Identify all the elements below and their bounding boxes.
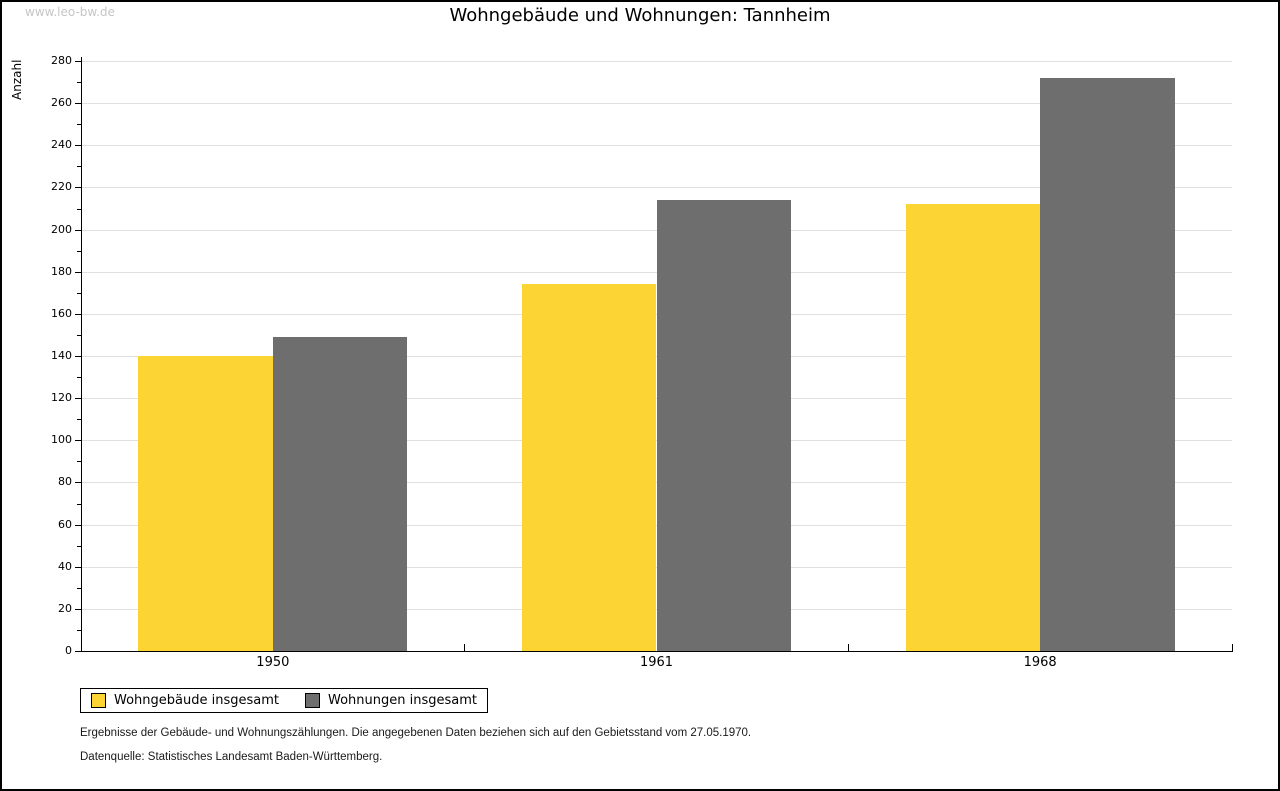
y-tick-label-240: 240 bbox=[51, 138, 72, 152]
y-minor-tick-10 bbox=[77, 629, 81, 631]
y-minor-tick-250 bbox=[77, 124, 81, 126]
bar-1961-wohngebaeude bbox=[521, 284, 657, 651]
y-minor-tick-50 bbox=[77, 545, 81, 547]
y-tick-label-200: 200 bbox=[51, 222, 72, 236]
footer-source: Datenquelle: Statistisches Landesamt Bad… bbox=[80, 751, 383, 763]
legend: Wohngebäude insgesamt Wohnungen insgesam… bbox=[80, 688, 488, 713]
y-minor-tick-130 bbox=[77, 377, 81, 379]
y-tick-20 bbox=[75, 608, 81, 610]
y-tick-label-180: 180 bbox=[51, 264, 72, 278]
bar-1968-wohngebaeude bbox=[905, 204, 1041, 651]
bar-1950-wohnungen bbox=[272, 337, 408, 651]
gridline-240 bbox=[82, 145, 1232, 147]
x-axis-line bbox=[81, 651, 1233, 652]
y-minor-tick-90 bbox=[77, 461, 81, 463]
y-tick-label-260: 260 bbox=[51, 96, 72, 110]
y-minor-tick-70 bbox=[77, 503, 81, 505]
y-tick-80 bbox=[75, 482, 81, 484]
y-tick-label-220: 220 bbox=[51, 180, 72, 194]
gridline-260 bbox=[82, 103, 1232, 105]
chart-title: Wohngebäude und Wohnungen: Tannheim bbox=[449, 5, 831, 26]
y-tick-220 bbox=[75, 187, 81, 189]
y-tick-40 bbox=[75, 566, 81, 568]
x-tick-label-1968: 1968 bbox=[1023, 655, 1057, 670]
y-tick-label-160: 160 bbox=[51, 306, 72, 320]
y-tick-label-80: 80 bbox=[58, 475, 72, 489]
y-minor-tick-30 bbox=[77, 587, 81, 589]
y-tick-240 bbox=[75, 145, 81, 147]
x-tick-label-1961: 1961 bbox=[639, 655, 674, 670]
y-tick-160 bbox=[75, 313, 81, 315]
y-minor-tick-210 bbox=[77, 208, 81, 210]
y-tick-260 bbox=[75, 103, 81, 105]
x-tick-label-1950: 1950 bbox=[256, 655, 290, 670]
y-minor-tick-270 bbox=[77, 82, 81, 84]
y-tick-label-100: 100 bbox=[51, 433, 72, 447]
gridline-280 bbox=[82, 61, 1232, 62]
legend-swatch-wohngebaeude bbox=[91, 693, 106, 708]
y-tick-label-40: 40 bbox=[58, 559, 72, 573]
y-minor-tick-150 bbox=[77, 334, 81, 336]
y-tick-200 bbox=[75, 229, 81, 231]
y-tick-label-60: 60 bbox=[58, 517, 72, 531]
y-axis-line bbox=[81, 57, 82, 652]
legend-swatch-wohnungen bbox=[305, 693, 320, 708]
watermark: www.leo-bw.de bbox=[25, 5, 115, 19]
y-minor-tick-110 bbox=[77, 419, 81, 421]
x-boundary-tick-3 bbox=[1231, 644, 1233, 651]
y-tick-0 bbox=[75, 651, 81, 652]
legend-entry-wohnungen: Wohnungen insgesamt bbox=[305, 693, 477, 708]
y-tick-180 bbox=[75, 271, 81, 273]
bar-1968-wohnungen bbox=[1040, 77, 1175, 651]
legend-entry-wohngebaeude: Wohngebäude insgesamt bbox=[91, 693, 279, 708]
y-tick-280 bbox=[75, 61, 81, 62]
bar-1961-wohnungen bbox=[656, 200, 792, 651]
bar-1950-wohngebaeude bbox=[138, 356, 273, 651]
legend-label-wohnungen: Wohnungen insgesamt bbox=[328, 693, 477, 708]
gridline-220 bbox=[82, 187, 1232, 189]
y-tick-label-0: 0 bbox=[65, 644, 72, 657]
y-tick-label-140: 140 bbox=[51, 349, 72, 362]
y-minor-tick-230 bbox=[77, 166, 81, 168]
y-tick-100 bbox=[75, 440, 81, 442]
x-boundary-tick-1 bbox=[464, 644, 466, 651]
legend-label-wohngebaeude: Wohngebäude insgesamt bbox=[114, 693, 279, 708]
y-tick-label-120: 120 bbox=[51, 391, 72, 405]
y-tick-label-280: 280 bbox=[51, 54, 72, 67]
y-minor-tick-190 bbox=[77, 250, 81, 252]
y-tick-60 bbox=[75, 524, 81, 526]
y-minor-tick-170 bbox=[77, 292, 81, 294]
x-boundary-tick-2 bbox=[847, 644, 849, 651]
y-tick-140 bbox=[75, 356, 81, 357]
y-tick-120 bbox=[75, 398, 81, 400]
footer-note: Ergebnisse der Gebäude- und Wohnungszähl… bbox=[80, 727, 752, 739]
y-tick-label-20: 20 bbox=[58, 601, 72, 615]
